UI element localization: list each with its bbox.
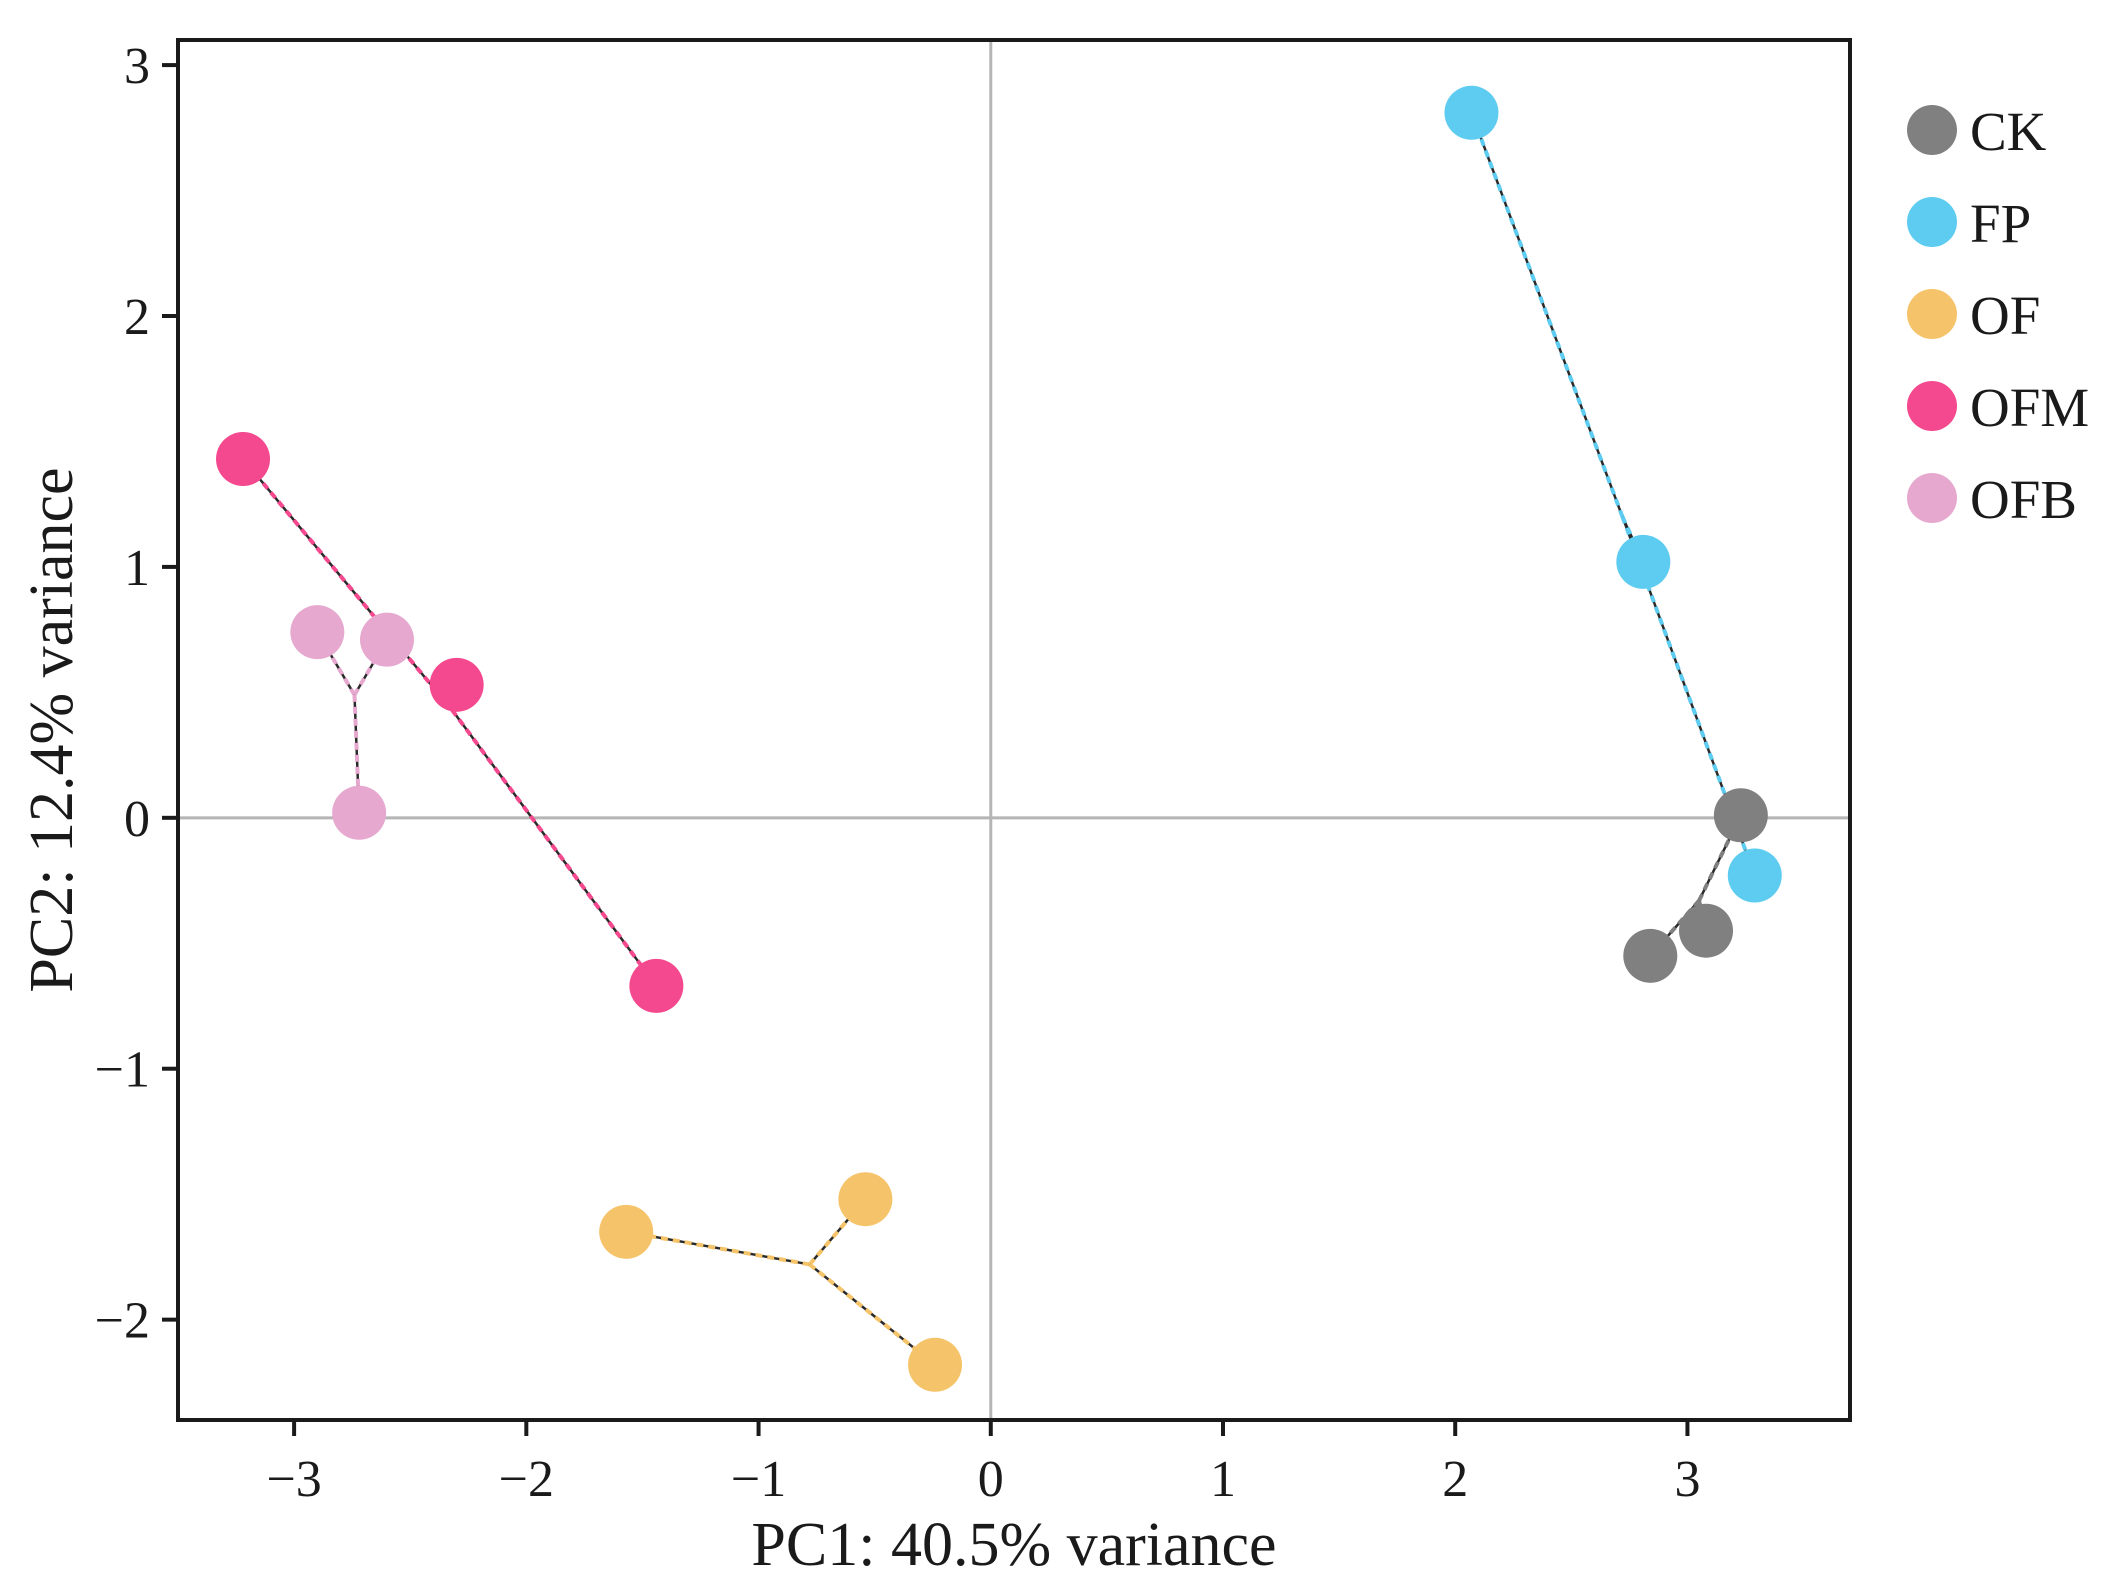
- point-fp: [1444, 85, 1499, 140]
- point-fp: [1616, 534, 1671, 589]
- point-of: [599, 1204, 654, 1259]
- point-ck: [1679, 903, 1734, 958]
- point-ofb: [360, 612, 414, 667]
- legend-marker-of: [1907, 289, 1957, 339]
- x-tick-label: −2: [499, 1451, 554, 1508]
- legend-label-fp: FP: [1970, 193, 2031, 254]
- point-ofm: [216, 432, 271, 487]
- legend-marker-fp: [1907, 197, 1957, 247]
- point-ofb: [332, 785, 387, 840]
- legend-label-ofm: OFM: [1970, 377, 2089, 438]
- data-points: [216, 85, 1782, 1392]
- y-axis-ticks: −2 −1 0 1 2 3: [95, 38, 178, 1350]
- legend-marker-ofm: [1907, 381, 1957, 431]
- point-ck: [1623, 928, 1678, 983]
- connector-line-fp: [1470, 112, 1624, 518]
- y-tick-label: −1: [95, 1042, 150, 1099]
- x-tick-label: 2: [1442, 1451, 1468, 1508]
- connector-dash-ofm: [450, 708, 658, 988]
- y-tick-label: 3: [124, 38, 150, 95]
- x-axis-ticks: −3 −2 −1 0 1 2 3: [266, 1420, 1700, 1508]
- group-connector-lines: [241, 112, 1757, 1367]
- x-tick-label: −3: [266, 1451, 321, 1508]
- point-ofm: [629, 958, 684, 1013]
- point-ofb: [290, 605, 345, 660]
- legend-label-ofb: OFB: [1970, 469, 2077, 530]
- connector-dash-ck: [1697, 814, 1743, 902]
- legend-label-ck: CK: [1970, 101, 2047, 162]
- legend: CK FP OF OFM OFB: [1907, 101, 2089, 530]
- y-tick-label: 0: [124, 791, 150, 848]
- legend-marker-ofb: [1907, 473, 1957, 523]
- reference-lines: [178, 40, 1850, 1420]
- point-ofm: [429, 657, 484, 712]
- x-axis-title: PC1: 40.5% variance: [751, 1511, 1276, 1579]
- x-tick-label: 3: [1674, 1451, 1700, 1508]
- y-tick-label: −2: [95, 1293, 150, 1350]
- y-tick-label: 2: [124, 289, 150, 346]
- point-of: [838, 1172, 893, 1227]
- y-tick-label: 1: [124, 540, 150, 597]
- point-ck: [1713, 788, 1768, 843]
- legend-label-of: OF: [1970, 285, 2040, 346]
- plot-frame: [176, 38, 1852, 1422]
- connector-line-of: [625, 1230, 810, 1266]
- x-tick-label: −1: [731, 1451, 786, 1508]
- point-fp: [1727, 848, 1782, 903]
- x-tick-label: 0: [978, 1451, 1004, 1508]
- connector-dash-ofm: [241, 457, 454, 712]
- y-axis-title: PC2: 12.4% variance: [18, 467, 86, 992]
- legend-marker-ck: [1907, 105, 1957, 155]
- point-of: [908, 1337, 963, 1392]
- x-tick-label: 1: [1210, 1451, 1236, 1508]
- connector-dash-of: [808, 1197, 867, 1266]
